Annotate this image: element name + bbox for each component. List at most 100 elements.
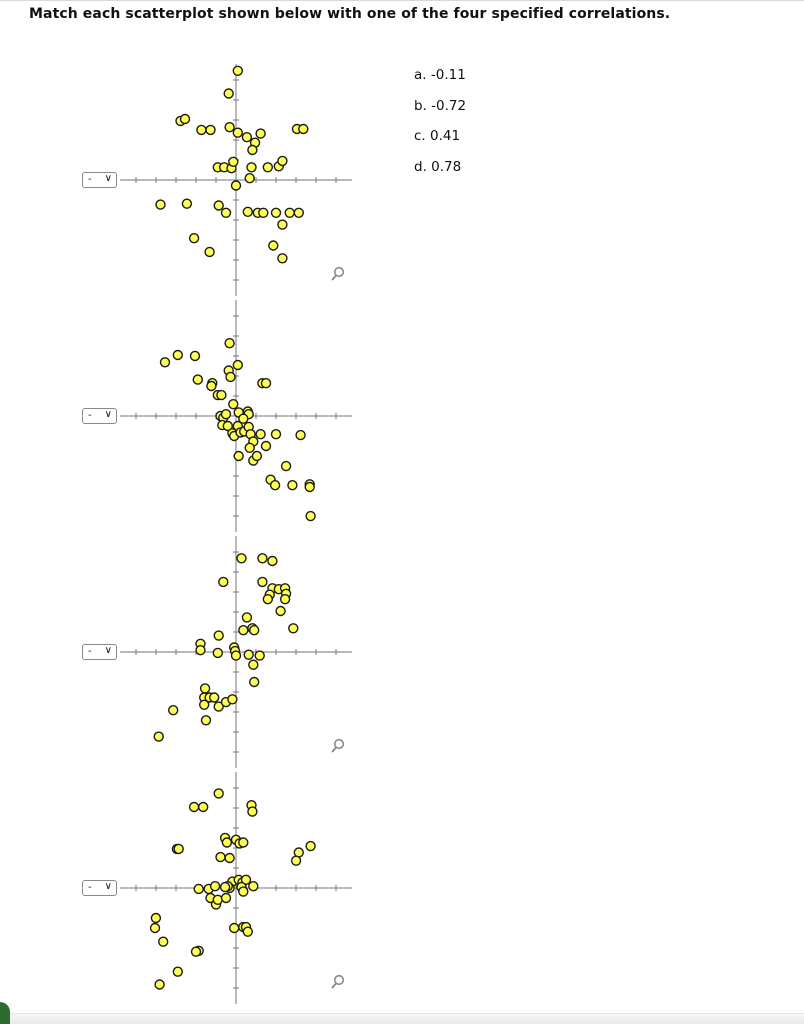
data-point xyxy=(241,131,253,143)
data-point xyxy=(242,206,254,218)
data-point xyxy=(238,886,249,897)
data-point xyxy=(238,413,249,424)
select-value: - xyxy=(88,174,92,185)
bottom-scroll-bar xyxy=(0,1013,804,1024)
data-point xyxy=(155,199,166,210)
data-point xyxy=(305,510,316,522)
data-point xyxy=(150,912,162,924)
data-point xyxy=(262,162,274,173)
data-point xyxy=(222,420,234,432)
data-point xyxy=(293,207,305,219)
data-point xyxy=(227,694,238,705)
data-point xyxy=(158,936,169,947)
data-point xyxy=(206,380,217,392)
data-point xyxy=(277,253,288,264)
data-point xyxy=(267,555,278,567)
data-point xyxy=(290,855,302,866)
data-point xyxy=(154,979,165,990)
data-point xyxy=(230,180,242,191)
data-point xyxy=(216,389,227,401)
data-point xyxy=(225,371,236,383)
data-point xyxy=(181,198,193,209)
data-point xyxy=(224,121,235,133)
data-point xyxy=(213,788,224,799)
data-point xyxy=(220,892,232,904)
top-divider xyxy=(0,0,804,1)
answer-choices-list: a. -0.11 b. -0.72 c. 0.41 d. 0.78 xyxy=(414,66,466,188)
data-point xyxy=(188,801,200,813)
data-point xyxy=(255,428,266,440)
data-point xyxy=(192,374,204,385)
data-point xyxy=(254,650,265,661)
data-point xyxy=(213,200,224,211)
data-point xyxy=(188,232,200,244)
data-point xyxy=(257,553,268,564)
data-point xyxy=(246,162,257,173)
data-point xyxy=(305,840,316,852)
data-point xyxy=(220,408,232,420)
question-text: Match each scatterplot shown below with … xyxy=(29,6,671,22)
correlation-select-1[interactable]: - ∨ xyxy=(82,172,117,188)
data-point xyxy=(228,922,240,934)
data-point xyxy=(295,429,306,441)
data-point xyxy=(195,644,206,656)
data-point xyxy=(279,593,291,605)
correlation-select-3[interactable]: - ∨ xyxy=(82,644,117,660)
data-point xyxy=(270,207,282,219)
data-point xyxy=(242,926,254,937)
data-point xyxy=(198,699,210,711)
data-point xyxy=(298,123,309,135)
data-point xyxy=(233,450,244,462)
zoom-icon[interactable] xyxy=(331,266,345,281)
data-point xyxy=(149,922,161,934)
data-point xyxy=(212,894,224,906)
data-point xyxy=(168,704,179,716)
select-value: - xyxy=(88,882,92,893)
data-point xyxy=(277,219,288,230)
scatterplot-2 xyxy=(120,300,352,532)
chevron-down-icon: ∨ xyxy=(104,409,112,420)
select-value: - xyxy=(88,646,92,657)
data-point xyxy=(269,479,281,491)
data-point xyxy=(172,349,183,361)
data-point xyxy=(248,659,259,670)
data-point xyxy=(244,442,255,454)
zoom-icon[interactable] xyxy=(331,738,345,753)
data-point xyxy=(238,624,249,636)
data-point xyxy=(218,576,229,588)
data-point xyxy=(275,605,286,617)
data-point xyxy=(220,207,232,219)
chevron-down-icon: ∨ xyxy=(104,645,112,656)
data-point xyxy=(224,852,235,864)
correlation-select-4[interactable]: - ∨ xyxy=(82,880,117,896)
data-point xyxy=(179,113,191,125)
data-point xyxy=(247,806,258,817)
chevron-down-icon: ∨ xyxy=(104,173,112,184)
data-point xyxy=(287,479,298,491)
data-point xyxy=(190,946,202,957)
data-point xyxy=(199,683,211,694)
data-point xyxy=(247,144,258,156)
data-point xyxy=(159,357,171,368)
data-point xyxy=(221,837,233,848)
data-point xyxy=(260,440,272,452)
data-point xyxy=(270,428,282,440)
data-point xyxy=(257,576,268,588)
choice-c: c. 0.41 xyxy=(414,128,461,144)
data-point xyxy=(197,801,209,813)
correlation-select-2[interactable]: - ∨ xyxy=(82,408,117,424)
data-point xyxy=(224,338,235,349)
data-point xyxy=(172,966,183,977)
data-point xyxy=(193,883,204,895)
data-point xyxy=(243,649,254,660)
data-point xyxy=(280,460,292,472)
data-point xyxy=(255,128,266,139)
data-point xyxy=(213,701,224,712)
data-point xyxy=(236,553,247,564)
data-point xyxy=(153,731,164,742)
data-point xyxy=(284,207,295,219)
choice-a: a. -0.11 xyxy=(414,67,466,83)
zoom-icon[interactable] xyxy=(331,974,345,989)
data-point xyxy=(238,837,249,848)
data-point xyxy=(304,481,315,493)
